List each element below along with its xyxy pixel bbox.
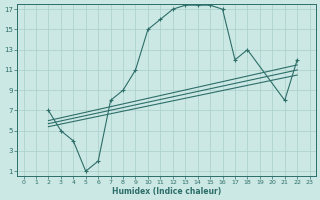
X-axis label: Humidex (Indice chaleur): Humidex (Indice chaleur) bbox=[112, 187, 221, 196]
